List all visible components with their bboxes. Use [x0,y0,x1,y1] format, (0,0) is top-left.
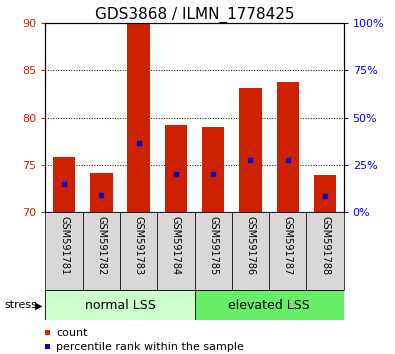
Bar [276,82,299,212]
Text: stress: stress [4,300,37,310]
Bar [120,212,157,290]
Text: GSM591781: GSM591781 [59,216,69,275]
Text: elevated LSS: elevated LSS [228,299,310,312]
Text: GSM591782: GSM591782 [96,216,106,275]
Text: count: count [56,328,88,338]
Bar [128,23,150,212]
Text: GSM591786: GSM591786 [245,216,256,275]
Bar [157,212,194,290]
Text: GSM591785: GSM591785 [208,216,218,275]
Text: GSM591783: GSM591783 [134,216,144,275]
Text: GSM591784: GSM591784 [171,216,181,275]
Title: GDS3868 / ILMN_1778425: GDS3868 / ILMN_1778425 [95,7,294,23]
Bar [165,125,187,212]
Bar [194,212,232,290]
Bar [202,127,224,212]
Text: percentile rank within the sample: percentile rank within the sample [56,342,244,352]
Text: normal LSS: normal LSS [85,299,155,312]
Bar [90,173,113,212]
Bar [45,290,194,320]
Bar [314,176,336,212]
Bar [194,290,344,320]
Bar [269,212,307,290]
Bar [232,212,269,290]
Bar [239,88,261,212]
Text: GSM591787: GSM591787 [283,216,293,275]
Bar [45,212,83,290]
Text: GSM591788: GSM591788 [320,216,330,275]
Text: ▶: ▶ [35,300,42,310]
Bar [307,212,344,290]
Bar [53,158,75,212]
Bar [83,212,120,290]
